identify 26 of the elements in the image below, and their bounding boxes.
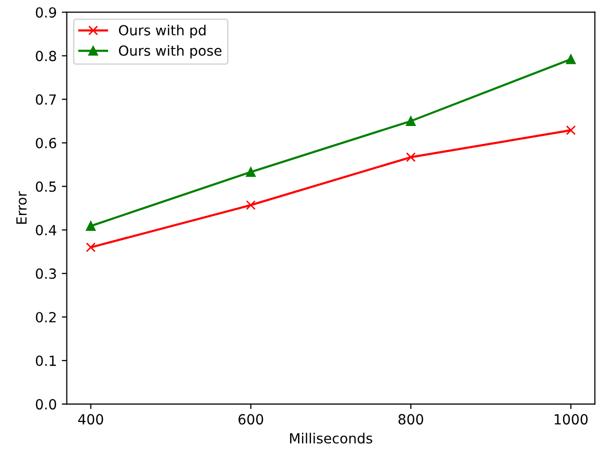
x-tick-label: 1000 — [554, 414, 588, 425]
y-axis-title: Error — [16, 191, 27, 224]
point — [406, 116, 416, 126]
y-tick-label: 0.7 — [36, 94, 56, 105]
y-tick-label: 0.9 — [36, 7, 56, 18]
legend-label: Ours with pd — [118, 24, 206, 38]
point — [246, 200, 256, 210]
point — [246, 167, 256, 177]
y-tick-label: 0.3 — [36, 268, 56, 279]
point — [86, 221, 96, 231]
y-tick-label: 0.1 — [36, 356, 56, 366]
y-tick-label: 0.6 — [36, 138, 56, 148]
x-tick-label: 600 — [238, 414, 264, 425]
y-tick-label: 0.5 — [36, 181, 56, 192]
legend-label: Ours with pose — [118, 45, 222, 59]
point — [406, 152, 416, 162]
y-tick-label: 0.8 — [36, 50, 56, 62]
point — [86, 242, 96, 252]
point — [566, 125, 576, 136]
y-tick-label: 0.4 — [36, 224, 56, 236]
x-axis-title: Milliseconds — [290, 432, 372, 444]
y-tick-label: 0.2 — [36, 312, 56, 322]
x-tick-label: 400 — [78, 414, 104, 425]
point — [566, 54, 576, 64]
y-tick-label: 0.0 — [36, 399, 56, 410]
x-tick-label: 800 — [398, 414, 424, 425]
